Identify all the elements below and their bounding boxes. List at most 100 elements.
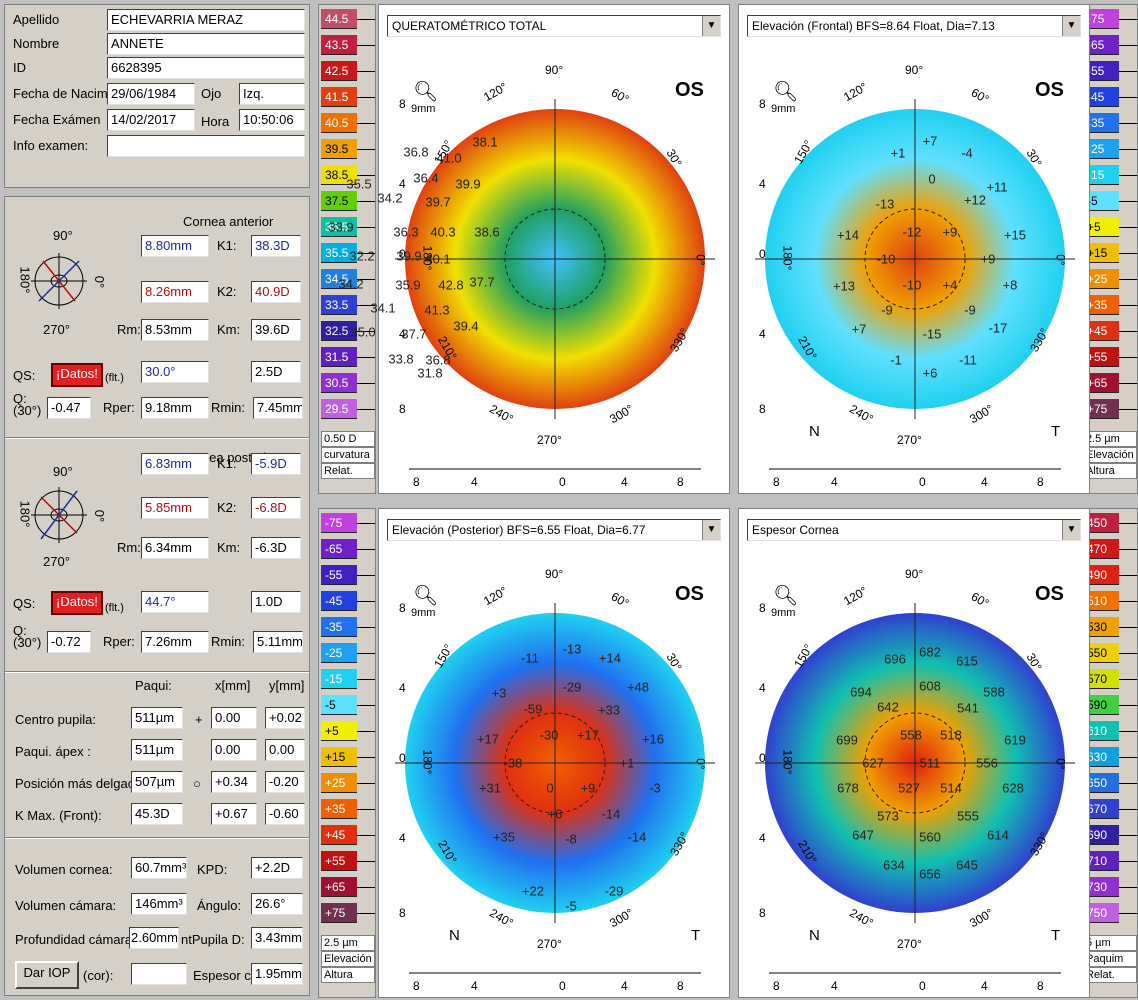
map-value: 527	[898, 780, 920, 796]
vol-cornea: 60.7mm³	[131, 857, 187, 879]
zoom-icon[interactable]: 🔍︎	[413, 585, 439, 607]
scale-tick	[1119, 653, 1137, 654]
pachy-row-y: -0.60	[265, 803, 305, 825]
map-value: +33	[597, 702, 621, 718]
id-field[interactable]: 6628395	[107, 57, 305, 79]
map-value: -11	[521, 650, 539, 666]
scale-value: 470	[1083, 539, 1119, 559]
map-value: 41.3	[424, 302, 450, 318]
chevron-down-icon[interactable]: ▼	[1062, 520, 1080, 540]
degree-label: 0°	[693, 254, 708, 266]
scale-tick	[357, 123, 375, 124]
degree-label: 180°	[780, 749, 795, 775]
map-type-select[interactable]: Espesor Cornea ▼	[747, 519, 1081, 541]
map-value: +3	[491, 685, 507, 701]
scale-tick	[1119, 705, 1137, 706]
map-value: 614	[987, 827, 1009, 843]
apellido-field[interactable]: ECHEVARRIA MERAZ	[107, 9, 305, 31]
scale-tick	[357, 549, 375, 550]
cor-field[interactable]	[131, 963, 187, 985]
zoom-label: 9mm	[411, 607, 436, 619]
degree-label: 270°	[537, 433, 562, 447]
scale-value: 33.5	[321, 295, 357, 315]
temporal-label: T	[1051, 423, 1061, 440]
scale-type[interactable]: curvatura	[321, 447, 375, 463]
scale-tick	[1119, 409, 1137, 410]
divider	[5, 437, 309, 439]
map-value: +4	[942, 277, 958, 293]
nombre-field[interactable]: ANNETE	[107, 33, 305, 55]
map-value: +1	[890, 145, 906, 161]
posterior-km-label: Km:	[217, 540, 241, 555]
front-elevation-map[interactable]: Elevación (Frontal) BFS=8.64 Float, Dia=…	[738, 4, 1090, 494]
scale-mode-button[interactable]: Relat.	[1083, 967, 1137, 983]
map-canvas[interactable]	[379, 543, 731, 999]
zoom-icon[interactable]: 🔍︎	[773, 585, 799, 607]
posterior-k2: -6.8D	[251, 497, 301, 519]
scale-step[interactable]: 0.50 D	[321, 431, 375, 447]
degree-label: 0°	[1053, 254, 1068, 266]
map-value: +22	[521, 883, 545, 899]
scale-value: +65	[321, 877, 357, 897]
keratometric-map[interactable]: QUERATOMÉTRICO TOTAL ▼ 90° 270° 180° 0° 120°…	[328, 4, 731, 495]
map-value: +31	[478, 780, 502, 796]
map-value: 696	[884, 651, 906, 667]
fecha-nac-field[interactable]: 29/06/1984	[107, 83, 195, 105]
map-value: +6	[922, 365, 938, 381]
map-canvas[interactable]	[379, 39, 731, 495]
nasal-label: N	[809, 927, 820, 944]
dar-iop-button[interactable]: Dar IOP	[15, 961, 79, 989]
anterior-datos-button[interactable]: ¡Datos!	[51, 363, 103, 387]
scale-type[interactable]: Paquim	[1083, 951, 1137, 967]
map-type-select[interactable]: QUERATOMÉTRICO TOTAL ▼	[387, 15, 721, 37]
y-tick-label: 8	[399, 906, 406, 920]
ojo-field[interactable]: Izq.	[239, 83, 305, 105]
chevron-down-icon[interactable]: ▼	[702, 520, 720, 540]
zoom-icon[interactable]: 🔍︎	[413, 81, 439, 103]
map-type-select[interactable]: Elevación (Frontal) BFS=8.64 Float, Dia=…	[747, 15, 1081, 37]
scale-tick	[357, 175, 375, 176]
fecha-exam-field[interactable]: 14/02/2017	[107, 109, 195, 131]
map-type-select[interactable]: Elevación (Posterior) BFS=6.55 Float, Di…	[387, 519, 721, 541]
scale-step[interactable]: 2.5 µm	[321, 935, 375, 951]
scale-mode-button[interactable]: Altura	[321, 967, 375, 983]
anterior-deg90: 90°	[53, 228, 73, 243]
anterior-q-label: Q: (30°)	[13, 391, 42, 418]
scale-mode-button[interactable]: Relat.	[321, 463, 375, 479]
zoom-icon[interactable]: 🔍︎	[773, 81, 799, 103]
scale-type[interactable]: Elevación	[1083, 447, 1137, 463]
posterior-deg270: 270°	[43, 554, 70, 569]
chevron-down-icon[interactable]: ▼	[1062, 16, 1080, 36]
info-field[interactable]	[107, 135, 305, 157]
anterior-deg0: 0°	[92, 275, 108, 289]
scale-value: +5	[1083, 217, 1119, 237]
pachy-row-symbol: +	[195, 712, 203, 727]
posterior-rmin-label: Rmin:	[211, 634, 245, 649]
posterior-elevation-map[interactable]: Elevación (Posterior) BFS=6.55 Float, Di…	[378, 508, 730, 998]
map-value: -1	[890, 352, 902, 368]
posterior-datos-button[interactable]: ¡Datos!	[51, 591, 103, 615]
scale-value: 650	[1083, 773, 1119, 793]
x-tick-label: 8	[677, 475, 684, 489]
map-value: -59	[523, 701, 543, 717]
scale-type[interactable]: Elevación	[321, 951, 375, 967]
chevron-down-icon[interactable]: ▼	[702, 16, 720, 36]
map-value: 682	[919, 644, 941, 660]
degree-label: 90°	[905, 567, 924, 581]
posterior-deg180: 180°	[17, 500, 33, 528]
scale-step[interactable]: 2.5 µm	[1083, 431, 1137, 447]
pachy-row-paqui: 45.3D	[131, 803, 183, 825]
scale-value: -45	[321, 591, 357, 611]
curvature-scale: 44.5 43.5 42.5 41.5 40.5 39.5 38.5 37.5 36.5 35.5…	[318, 4, 376, 494]
map-value: +14	[598, 650, 622, 666]
pachymetry-map[interactable]: Espesor Cornea ▼ 90° 270° 180° 0° 120° 60° 150…	[738, 508, 1090, 998]
map-canvas[interactable]	[739, 543, 1091, 999]
map-value: 36.8	[425, 352, 451, 368]
scale-value: -25	[1083, 139, 1119, 159]
scale-step[interactable]: 5 µm	[1083, 935, 1137, 951]
hora-field[interactable]: 10:50:06	[239, 109, 305, 131]
map-canvas[interactable]	[739, 39, 1091, 495]
anterior-r2: 8.26mm	[141, 281, 209, 303]
scale-mode-button[interactable]: Altura	[1083, 463, 1137, 479]
map-value: 518	[940, 727, 962, 743]
